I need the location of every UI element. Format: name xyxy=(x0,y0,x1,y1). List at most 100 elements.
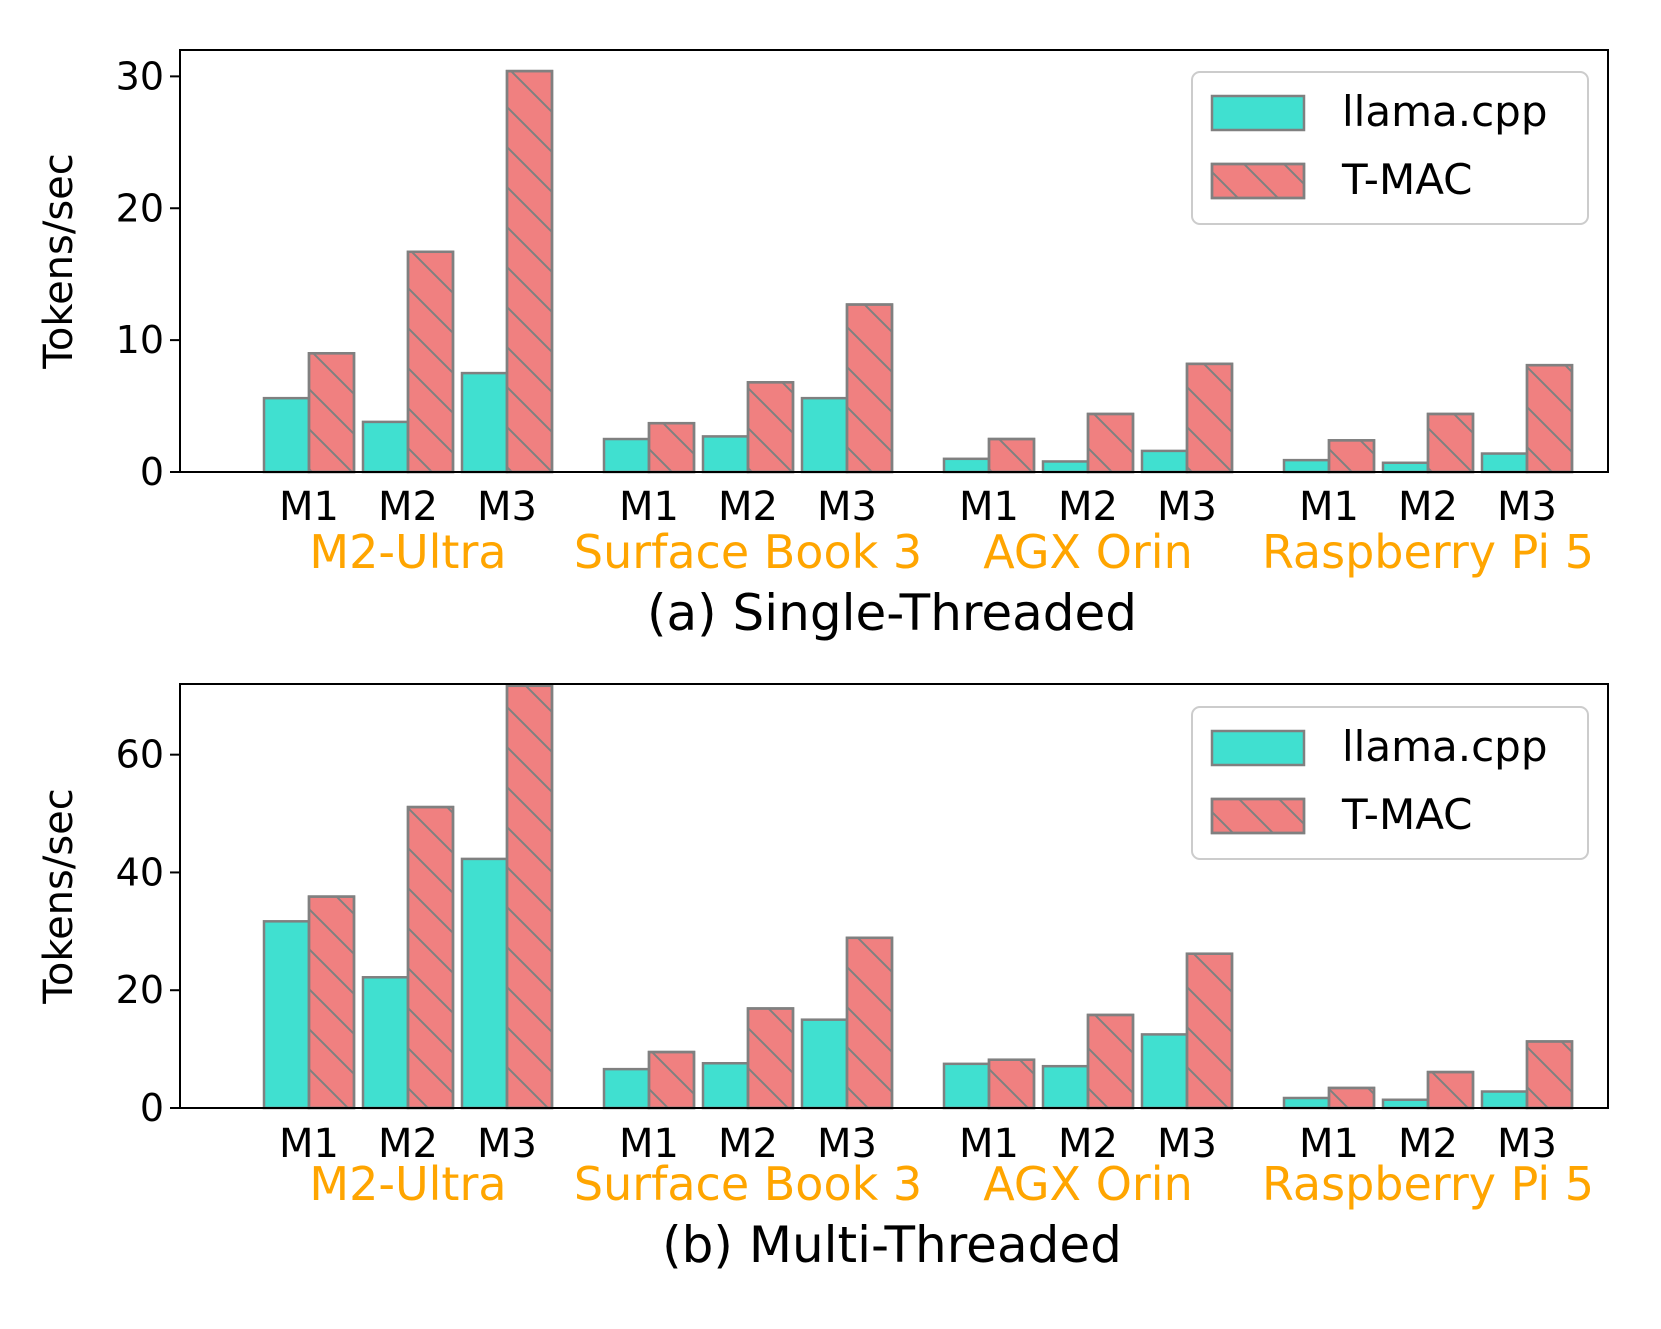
y-tick-label: 0 xyxy=(140,1086,164,1130)
bar-llama-cpp xyxy=(1282,1096,1331,1110)
legend-swatch-hatch-t-mac xyxy=(1210,162,1306,200)
y-tick-label: 40 xyxy=(116,850,164,894)
x-tick-label: M2 xyxy=(1398,484,1458,530)
group-label: Surface Book 3 xyxy=(574,525,922,579)
bar-llama-cpp xyxy=(361,976,410,1110)
bar-hatch-t-mac xyxy=(307,352,356,474)
legend-label-t-mac: T-MAC xyxy=(1341,790,1473,839)
bar-hatch-t-mac xyxy=(505,69,554,474)
group-label: Raspberry Pi 5 xyxy=(1262,525,1594,579)
x-tick-label: M2 xyxy=(378,1121,438,1167)
bar-llama-cpp xyxy=(602,437,651,474)
bar-llama-cpp xyxy=(800,1018,849,1110)
legend-swatch-llama-cpp xyxy=(1210,729,1306,767)
x-tick-label: M2 xyxy=(378,484,438,530)
y-tick-label: 20 xyxy=(116,186,164,230)
x-tick-label: M3 xyxy=(477,1121,537,1167)
bar-llama-cpp xyxy=(1381,461,1430,474)
bar-hatch-t-mac xyxy=(1525,363,1574,474)
x-tick-label: M1 xyxy=(619,484,679,530)
bar-llama-cpp xyxy=(262,920,311,1110)
y-axis-label: Tokens/sec xyxy=(36,153,82,370)
x-tick-label: M3 xyxy=(1497,1121,1557,1167)
legend-swatch-llama-cpp xyxy=(1210,94,1306,132)
legend-label-llama-cpp: llama.cpp xyxy=(1342,722,1548,771)
y-tick-label: 20 xyxy=(116,968,164,1012)
bar-hatch-t-mac xyxy=(1185,362,1234,474)
bar-hatch-t-mac xyxy=(647,1050,696,1110)
bar-hatch-t-mac xyxy=(406,805,455,1110)
x-tick-label: M1 xyxy=(619,1121,679,1167)
bar-hatch-t-mac xyxy=(987,437,1036,474)
bar-hatch-t-mac xyxy=(1185,952,1234,1110)
bar-llama-cpp xyxy=(1381,1098,1430,1110)
bar-hatch-t-mac xyxy=(1426,1070,1475,1110)
bar-hatch-t-mac xyxy=(647,421,696,474)
bar-llama-cpp xyxy=(1041,1064,1090,1110)
x-tick-label: M1 xyxy=(279,1121,339,1167)
panel-caption: (b) Multi-Threaded xyxy=(662,1216,1122,1274)
bar-llama-cpp xyxy=(1140,1033,1189,1110)
bar-hatch-t-mac xyxy=(1327,439,1376,474)
bar-hatch-t-mac xyxy=(1086,1013,1135,1110)
x-tick-label: M1 xyxy=(1299,1121,1359,1167)
bar-llama-cpp xyxy=(701,435,750,474)
bar-hatch-t-mac xyxy=(1086,412,1135,474)
x-tick-label: M3 xyxy=(477,484,537,530)
group-label: AGX Orin xyxy=(983,525,1193,579)
group-label: M2-Ultra xyxy=(309,1157,506,1211)
bar-hatch-t-mac xyxy=(987,1058,1036,1110)
bar-hatch-t-mac xyxy=(1426,412,1475,474)
bar-llama-cpp xyxy=(701,1061,750,1110)
bar-llama-cpp xyxy=(361,420,410,474)
x-tick-label: M2 xyxy=(718,484,778,530)
y-tick-label: 30 xyxy=(116,54,164,98)
group-label: Surface Book 3 xyxy=(574,1157,922,1211)
x-tick-label: M1 xyxy=(279,484,339,530)
x-tick-label: M1 xyxy=(959,1121,1019,1167)
bar-llama-cpp xyxy=(800,396,849,474)
plot-frame xyxy=(179,683,1609,1109)
bar-hatch-t-mac xyxy=(746,381,795,474)
bar-llama-cpp xyxy=(1480,1090,1529,1110)
bar-hatch-t-mac xyxy=(1327,1086,1376,1110)
x-tick-label: M1 xyxy=(1299,484,1359,530)
bar-llama-cpp xyxy=(1480,452,1529,474)
group-label: Raspberry Pi 5 xyxy=(1262,1157,1594,1211)
bar-llama-cpp xyxy=(1282,458,1331,474)
x-tick-label: M2 xyxy=(1398,1121,1458,1167)
x-tick-label: M2 xyxy=(1058,484,1118,530)
x-tick-label: M3 xyxy=(1157,1121,1217,1167)
x-tick-label: M1 xyxy=(959,484,1019,530)
legend-label-llama-cpp: llama.cpp xyxy=(1342,87,1548,136)
panel-caption: (a) Single-Threaded xyxy=(647,584,1137,642)
group-label: AGX Orin xyxy=(983,1157,1193,1211)
legend-swatch-hatch-t-mac xyxy=(1210,797,1306,835)
bar-hatch-t-mac xyxy=(1525,1040,1574,1110)
bar-llama-cpp xyxy=(1041,460,1090,474)
bar-llama-cpp xyxy=(942,1062,991,1110)
plot-frame xyxy=(179,49,1609,473)
y-axis-label: Tokens/sec xyxy=(36,788,82,1005)
bar-llama-cpp xyxy=(1140,449,1189,474)
bar-llama-cpp xyxy=(602,1067,651,1110)
x-tick-label: M3 xyxy=(817,1121,877,1167)
bar-llama-cpp xyxy=(262,396,311,474)
bar-hatch-t-mac xyxy=(746,1007,795,1110)
bar-llama-cpp xyxy=(460,857,509,1110)
bar-hatch-t-mac xyxy=(307,895,356,1110)
bar-hatch-t-mac xyxy=(406,250,455,474)
group-label: M2-Ultra xyxy=(309,525,506,579)
bar-hatch-t-mac xyxy=(505,684,554,1110)
x-tick-label: M3 xyxy=(817,484,877,530)
y-tick-label: 60 xyxy=(116,733,164,777)
legend-label-t-mac: T-MAC xyxy=(1341,155,1473,204)
bar-llama-cpp xyxy=(942,457,991,474)
bar-hatch-t-mac xyxy=(845,936,894,1110)
bar-llama-cpp xyxy=(460,371,509,474)
bar-hatch-t-mac xyxy=(845,303,894,474)
x-tick-label: M3 xyxy=(1157,484,1217,530)
